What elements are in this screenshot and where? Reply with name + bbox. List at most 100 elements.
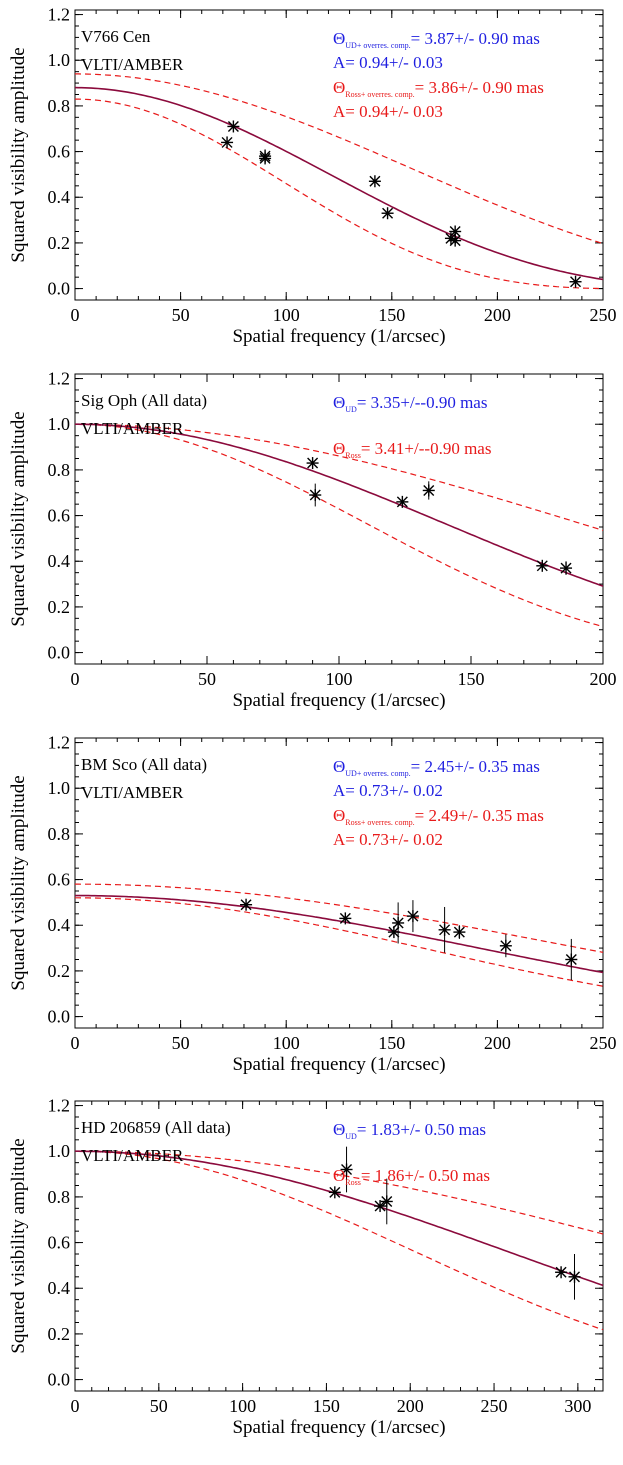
y-axis-label: Squared visibility amplitude bbox=[8, 775, 29, 990]
model-upper-bound bbox=[75, 1150, 603, 1235]
plot-frame bbox=[74, 373, 604, 665]
y-tick-label: 0.4 bbox=[48, 551, 71, 571]
data-point bbox=[536, 559, 549, 572]
panel-label: VLTI/AMBER bbox=[81, 419, 184, 438]
x-tick-label: 0 bbox=[71, 1396, 80, 1416]
model-lower-bound bbox=[75, 897, 603, 987]
data-point bbox=[306, 457, 319, 470]
x-tick-label: 100 bbox=[326, 669, 353, 689]
fit-annotation: A= 0.94+/- 0.03 bbox=[333, 53, 443, 72]
data-point bbox=[453, 925, 466, 939]
curves bbox=[75, 1150, 603, 1331]
x-tick-label: 0 bbox=[71, 1033, 80, 1053]
y-axis-label: Squared visibility amplitude bbox=[8, 411, 29, 626]
y-tick-label: 1.2 bbox=[48, 5, 71, 25]
model-fit-line bbox=[75, 423, 603, 587]
x-tick-label: 50 bbox=[198, 669, 216, 689]
y-tick-label: 0.2 bbox=[48, 1324, 71, 1344]
y-tick-label: 1.0 bbox=[48, 778, 71, 798]
fit-annotation: ΘRoss= 1.86+/- 0.50 mas bbox=[333, 1166, 490, 1187]
data-point bbox=[368, 175, 381, 188]
fit-annotation: A= 0.94+/- 0.03 bbox=[333, 102, 443, 121]
panel-label: VLTI/AMBER bbox=[81, 55, 184, 74]
theta-subscript: UD+ overres. comp. bbox=[345, 41, 410, 50]
data-point bbox=[406, 900, 419, 933]
data-point bbox=[221, 136, 234, 149]
y-tick-label: 1.2 bbox=[48, 733, 71, 753]
theta-subscript: Ross bbox=[345, 1178, 361, 1187]
fit-annotation: ΘRoss+ overres. comp.= 2.49+/- 0.35 mas bbox=[333, 806, 544, 827]
x-tick-label: 0 bbox=[71, 669, 80, 689]
fit-annotation: ΘUD= 3.35+/--0.90 mas bbox=[333, 393, 487, 414]
fit-annotation: A= 0.73+/- 0.02 bbox=[333, 830, 443, 849]
y-tick-label: 0.0 bbox=[48, 279, 71, 299]
x-tick-label: 300 bbox=[564, 1396, 591, 1416]
y-tick-label: 1.0 bbox=[48, 1141, 71, 1161]
x-tick-label: 150 bbox=[378, 305, 405, 325]
y-axis-label: Squared visibility amplitude bbox=[8, 47, 29, 262]
x-tick-label: 200 bbox=[484, 1033, 511, 1053]
fit-annotation: ΘRoss= 3.41+/--0.90 mas bbox=[333, 439, 491, 460]
data-point bbox=[449, 234, 462, 247]
data-point bbox=[555, 1266, 568, 1279]
annotation-value: = 1.83+/- 0.50 mas bbox=[357, 1120, 486, 1139]
theta-subscript: UD+ overres. comp. bbox=[345, 769, 410, 778]
theta-symbol: Θ bbox=[333, 78, 345, 97]
x-tick-label: 200 bbox=[397, 1396, 424, 1416]
data-point bbox=[374, 1200, 387, 1213]
data-point bbox=[240, 898, 253, 911]
y-tick-label: 0.6 bbox=[48, 1233, 71, 1253]
y-tick-label: 0.8 bbox=[48, 96, 71, 116]
annotation-value: = 3.87+/- 0.90 mas bbox=[411, 29, 540, 48]
data-point bbox=[569, 275, 582, 288]
data-point bbox=[328, 1186, 341, 1199]
panel-label: BM Sco (All data) bbox=[81, 755, 207, 774]
theta-symbol: Θ bbox=[333, 1166, 345, 1185]
y-tick-label: 0.0 bbox=[48, 643, 71, 663]
model-lower-bound bbox=[75, 423, 603, 628]
theta-symbol: Θ bbox=[333, 757, 345, 776]
y-tick-label: 0.4 bbox=[48, 187, 71, 207]
y-tick-label: 0.2 bbox=[48, 233, 71, 253]
curves bbox=[75, 73, 603, 290]
data-point bbox=[340, 1146, 353, 1193]
y-axis-label: Squared visibility amplitude bbox=[8, 1138, 29, 1353]
y-tick-label: 1.0 bbox=[48, 414, 71, 434]
y-tick-label: 1.0 bbox=[48, 50, 71, 70]
data-point bbox=[438, 906, 451, 953]
data-point bbox=[339, 912, 352, 925]
fit-annotation: A= 0.73+/- 0.02 bbox=[333, 781, 443, 800]
annotation-value: A= 0.73+/- 0.02 bbox=[333, 830, 443, 849]
theta-symbol: Θ bbox=[333, 1120, 345, 1139]
y-tick-label: 0.8 bbox=[48, 1187, 71, 1207]
annotation-value: A= 0.94+/- 0.03 bbox=[333, 53, 443, 72]
x-tick-label: 50 bbox=[172, 1033, 190, 1053]
curves bbox=[75, 423, 603, 628]
annotation-value: A= 0.94+/- 0.03 bbox=[333, 102, 443, 121]
theta-symbol: Θ bbox=[333, 393, 345, 412]
y-tick-label: 0.0 bbox=[48, 1007, 71, 1027]
fit-annotation: ΘRoss+ overres. comp.= 3.86+/- 0.90 mas bbox=[333, 78, 544, 99]
annotation-value: = 3.41+/--0.90 mas bbox=[361, 439, 492, 458]
x-tick-label: 200 bbox=[590, 669, 617, 689]
y-tick-label: 0.6 bbox=[48, 506, 71, 526]
fit-annotation: ΘUD= 1.83+/- 0.50 mas bbox=[333, 1120, 486, 1141]
data-point bbox=[309, 483, 322, 507]
y-tick-label: 0.8 bbox=[48, 824, 71, 844]
y-tick-label: 0.6 bbox=[48, 142, 71, 162]
x-tick-label: 150 bbox=[313, 1396, 340, 1416]
model-fit-line bbox=[75, 86, 603, 281]
data-point bbox=[392, 902, 405, 944]
y-tick-label: 1.2 bbox=[48, 1096, 71, 1116]
y-tick-label: 1.2 bbox=[48, 369, 71, 389]
model-upper-bound bbox=[75, 883, 603, 953]
curves bbox=[75, 883, 603, 987]
theta-subscript: Ross bbox=[345, 451, 361, 460]
fit-annotation: ΘUD+ overres. comp.= 2.45+/- 0.35 mas bbox=[333, 757, 540, 778]
annotation-value: = 2.45+/- 0.35 mas bbox=[411, 757, 540, 776]
chart-panel: 0 50 100 150 200 250 0.0 0.2 0.4 0.6 0.8 1.0 1.2 Spat… bbox=[8, 5, 617, 347]
x-tick-label: 150 bbox=[378, 1033, 405, 1053]
panel-label: VLTI/AMBER bbox=[81, 783, 184, 802]
panel-label: V766 Cen bbox=[81, 27, 151, 46]
